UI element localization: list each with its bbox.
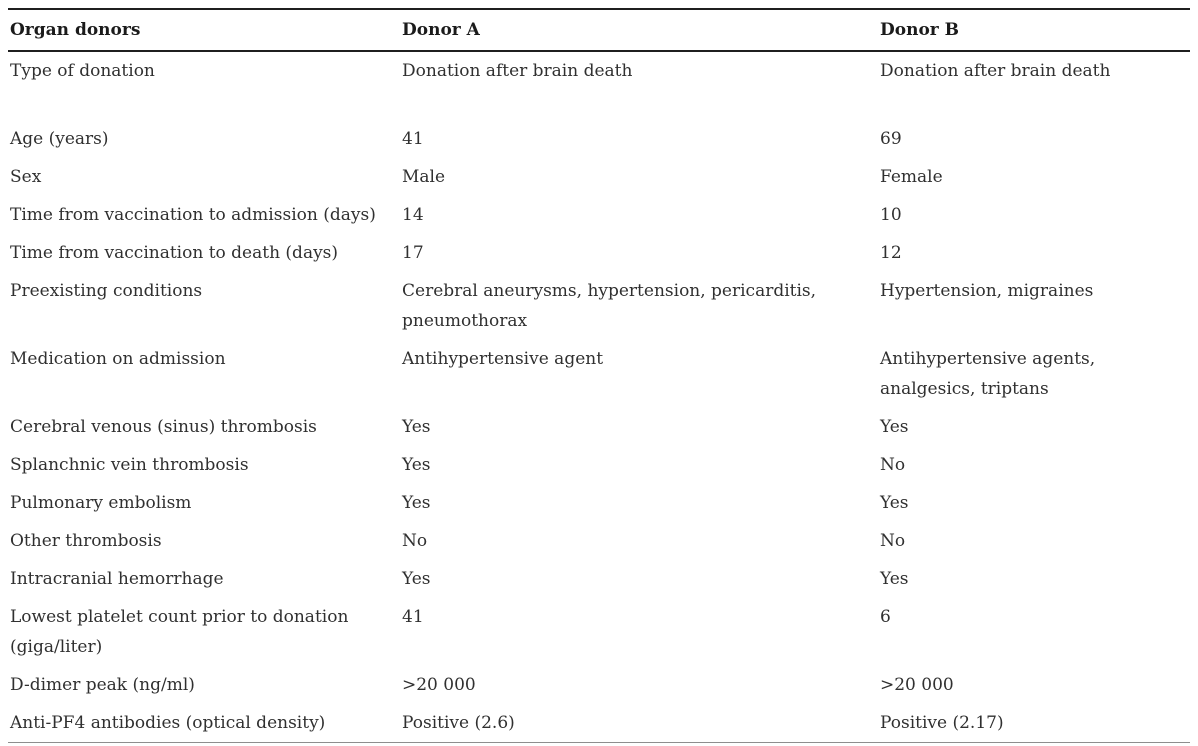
donor-b-value: Hypertension, migraines xyxy=(880,281,1094,301)
donor-a-value: Yes xyxy=(402,455,431,475)
table-row: Intracranial hemorrhage Yes Yes xyxy=(8,560,1190,598)
row-label: Sex xyxy=(10,167,42,187)
row-label: Type of donation xyxy=(10,61,155,81)
table-row: Age (years) 41 69 xyxy=(8,120,1190,158)
row-label: Other thrombosis xyxy=(10,531,162,551)
table-row: Splanchnic vein thrombosis Yes No xyxy=(8,446,1190,484)
row-label: Age (years) xyxy=(10,129,109,149)
donor-b-value: 12 xyxy=(880,243,902,263)
row-label: Time from vaccination to admission (days… xyxy=(10,205,376,225)
table-row: Preexisting conditions Cerebral aneurysm… xyxy=(8,272,1190,340)
donor-b-value: 6 xyxy=(880,607,891,627)
organ-donors-table: Organ donors Donor A Donor B Type of don… xyxy=(8,8,1190,743)
row-label: Preexisting conditions xyxy=(10,281,203,301)
donor-a-value: 41 xyxy=(402,129,424,149)
donor-a-value: No xyxy=(402,531,428,551)
table-row: Time from vaccination to death (days) 17… xyxy=(8,234,1190,272)
donor-a-value: Yes xyxy=(402,493,431,513)
donor-a-value: 17 xyxy=(402,243,424,263)
table-row: D-dimer peak (ng/ml) >20 000 >20 000 xyxy=(8,666,1190,704)
table-row: Other thrombosis No No xyxy=(8,522,1190,560)
donor-b-value: Yes xyxy=(880,569,909,589)
donor-b-value: No xyxy=(880,455,906,475)
row-label: Intracranial hemorrhage xyxy=(10,569,224,589)
column-header-donor-b: Donor B xyxy=(878,9,1190,52)
donor-b-value: No xyxy=(880,531,906,551)
table-body: Type of donation Donation after brain de… xyxy=(8,51,1190,743)
row-label: Lowest platelet count prior to donation … xyxy=(10,607,349,657)
donor-a-value: 14 xyxy=(402,205,424,225)
table-row: Pulmonary embolism Yes Yes xyxy=(8,484,1190,522)
donor-b-value: Donation after brain death xyxy=(880,61,1111,81)
row-label: Medication on admission xyxy=(10,349,226,369)
column-header-organ-donors: Organ donors xyxy=(8,9,400,52)
donor-a-value: Donation after brain death xyxy=(402,61,633,81)
table-row: Lowest platelet count prior to donation … xyxy=(8,598,1190,666)
donor-a-value: Yes xyxy=(402,569,431,589)
donor-b-value: Yes xyxy=(880,493,909,513)
donor-b-value: Yes xyxy=(880,417,909,437)
table-row: Medication on admission Antihypertensive… xyxy=(8,340,1190,408)
table-row: Type of donation Donation after brain de… xyxy=(8,51,1190,120)
row-label: Anti-PF4 antibodies (optical density) xyxy=(10,713,326,733)
row-label: Time from vaccination to death (days) xyxy=(10,243,339,263)
donor-a-value: 41 xyxy=(402,607,424,627)
donor-b-value: 10 xyxy=(880,205,902,225)
row-label: D-dimer peak (ng/ml) xyxy=(10,675,195,695)
donor-a-value: Yes xyxy=(402,417,431,437)
table-header-row: Organ donors Donor A Donor B xyxy=(8,9,1190,52)
table-row: Sex Male Female xyxy=(8,158,1190,196)
table-row: Cerebral venous (sinus) thrombosis Yes Y… xyxy=(8,408,1190,446)
donor-a-value: >20 000 xyxy=(402,675,476,695)
table-row: Anti-PF4 antibodies (optical density) Po… xyxy=(8,704,1190,743)
row-label: Pulmonary embolism xyxy=(10,493,192,513)
table-row: Time from vaccination to admission (days… xyxy=(8,196,1190,234)
donor-b-value: Female xyxy=(880,167,943,187)
row-label: Cerebral venous (sinus) thrombosis xyxy=(10,417,317,437)
column-header-donor-a: Donor A xyxy=(400,9,878,52)
donor-a-value: Antihypertensive agent xyxy=(402,349,604,369)
donor-a-value: Cerebral aneurysms, hypertension, perica… xyxy=(402,281,817,331)
donor-b-value: Antihypertensive agents, analgesics, tri… xyxy=(880,349,1096,399)
row-label: Splanchnic vein thrombosis xyxy=(10,455,249,475)
donor-b-value: 69 xyxy=(880,129,902,149)
donor-b-value: Positive (2.17) xyxy=(880,713,1004,733)
donor-a-value: Male xyxy=(402,167,446,187)
donor-b-value: >20 000 xyxy=(880,675,954,695)
donor-a-value: Positive (2.6) xyxy=(402,713,515,733)
